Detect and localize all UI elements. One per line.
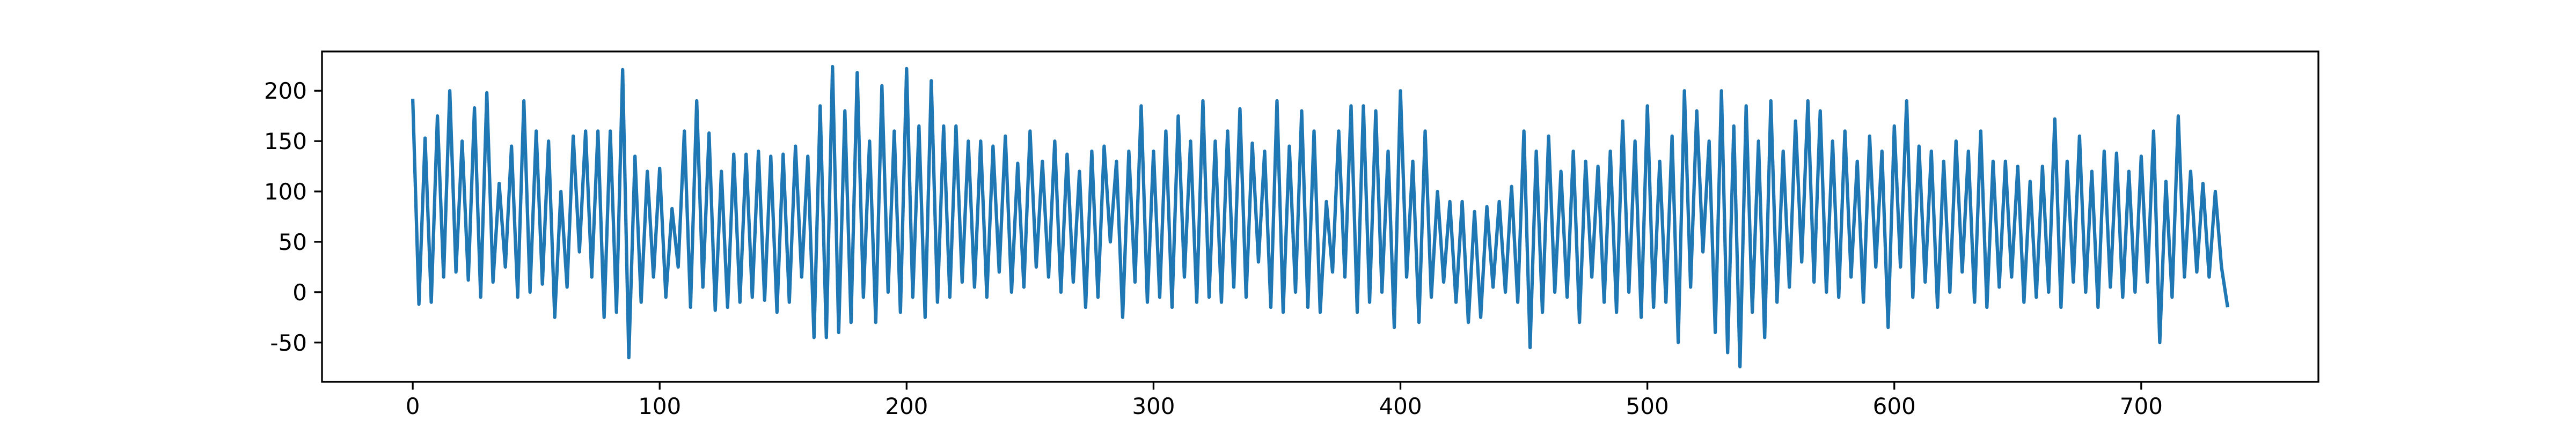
x-tick-label: 700 (2120, 393, 2163, 419)
x-tick-label: 300 (1132, 393, 1175, 419)
data-line (411, 65, 2229, 368)
y-tick-label: 50 (279, 229, 307, 255)
y-tick-label: 100 (264, 179, 307, 205)
x-tick-label: 400 (1379, 393, 1422, 419)
x-tick-label: 600 (1873, 393, 1916, 419)
x-tick-label: 500 (1626, 393, 1669, 419)
axes-frame (321, 50, 2319, 383)
y-tick-label: 150 (264, 128, 307, 154)
x-tick-label: 100 (638, 393, 681, 419)
y-tick-label: 200 (264, 78, 307, 104)
x-tick-label: 0 (406, 393, 420, 419)
y-tick-label: -50 (270, 330, 307, 356)
y-tick-label: 0 (292, 279, 307, 306)
x-tick-label: 200 (885, 393, 928, 419)
